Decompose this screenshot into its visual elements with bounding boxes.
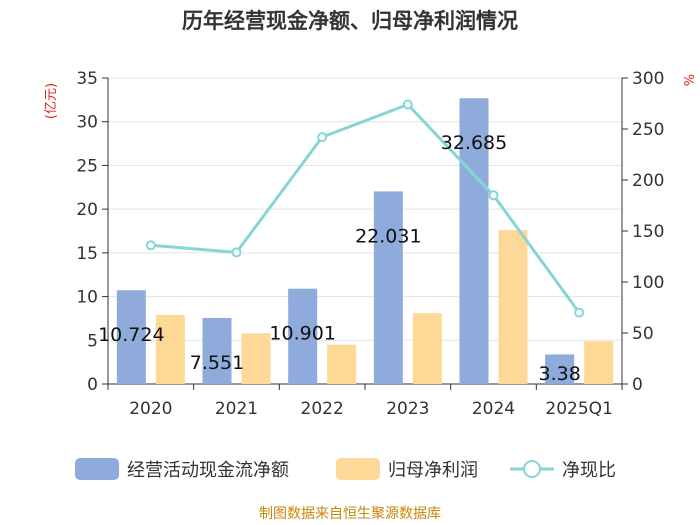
- ratio-line: [145, 99, 585, 318]
- grid-lines: [108, 77, 622, 385]
- ratio-point: [145, 240, 156, 251]
- legend-swatch-cashflow: [75, 458, 119, 480]
- left-tick-label: 5: [87, 331, 98, 351]
- left-tick-label: 35: [76, 69, 98, 89]
- ratio-point: [574, 307, 585, 318]
- legend-label-net-profit: 归母净利润: [388, 460, 478, 481]
- x-tick-label: 2023: [386, 399, 429, 419]
- left-tick-label: 0: [87, 375, 98, 395]
- right-tick-label: 250: [632, 120, 664, 140]
- ratio-point: [488, 190, 499, 201]
- bars: [116, 98, 614, 384]
- bar-net-profit: [584, 341, 614, 384]
- legend: 经营活动现金流净额 归母净利润 净现比: [75, 458, 616, 481]
- x-tick-label: 2021: [215, 399, 258, 419]
- bar-operating-cashflow: [202, 317, 232, 384]
- bar-net-profit: [498, 230, 528, 384]
- ratio-point: [402, 99, 413, 110]
- left-axis-unit: (亿元): [44, 83, 59, 119]
- ratio-series-line: [150, 102, 581, 314]
- legend-label-ratio: 净现比: [562, 460, 616, 481]
- bar-operating-cashflow: [545, 354, 575, 384]
- ratio-point: [231, 247, 242, 258]
- bar-data-label: 10.901: [269, 323, 335, 345]
- bar-net-profit: [155, 314, 185, 384]
- bar-operating-cashflow: [288, 288, 318, 384]
- data-labels: 10.724 7.551 10.901 22.031 32.685 3.38: [98, 132, 581, 385]
- bar-operating-cashflow: [116, 290, 146, 384]
- right-tick-label: 150: [632, 222, 664, 242]
- bar-net-profit: [241, 333, 271, 384]
- x-tick-label: 2024: [472, 399, 515, 419]
- right-tick-label: 300: [632, 69, 664, 89]
- right-axis-unit: %: [680, 74, 695, 86]
- legend-swatch-ratio-marker: [523, 460, 541, 478]
- bar-data-label: 10.724: [98, 324, 164, 346]
- bar-data-label: 22.031: [355, 225, 421, 247]
- bar-operating-cashflow: [373, 191, 403, 384]
- axes: 0 5 10 15 20 25 30 35 0 50 100 150 200 250 300 2020 2021…: [76, 69, 664, 419]
- x-tick-label: 2020: [129, 399, 172, 419]
- x-tick-label: 2025Q1: [545, 399, 612, 419]
- left-tick-label: 30: [76, 113, 98, 133]
- left-tick-label: 10: [76, 288, 98, 308]
- bar-operating-cashflow: [459, 98, 489, 384]
- bar-net-profit: [327, 344, 357, 384]
- footer-source: 制图数据来自恒生聚源数据库: [259, 506, 441, 522]
- ratio-point: [317, 132, 328, 143]
- bar-data-label: 32.685: [441, 132, 507, 154]
- bar-data-label: 3.38: [539, 363, 581, 385]
- x-tick-label: 2022: [301, 399, 344, 419]
- right-tick-label: 200: [632, 171, 664, 191]
- right-tick-label: 0: [632, 375, 643, 395]
- left-tick-label: 25: [76, 156, 98, 176]
- right-tick-label: 50: [632, 324, 654, 344]
- left-tick-label: 15: [76, 244, 98, 264]
- legend-label-cashflow: 经营活动现金流净额: [127, 460, 289, 481]
- right-tick-label: 100: [632, 273, 664, 293]
- bar-data-label: 7.551: [190, 352, 244, 374]
- left-tick-label: 20: [76, 200, 98, 220]
- bar-net-profit: [412, 313, 442, 384]
- chart-title: 历年经营现金净额、归母净利润情况: [182, 9, 518, 33]
- legend-swatch-net-profit: [336, 458, 380, 480]
